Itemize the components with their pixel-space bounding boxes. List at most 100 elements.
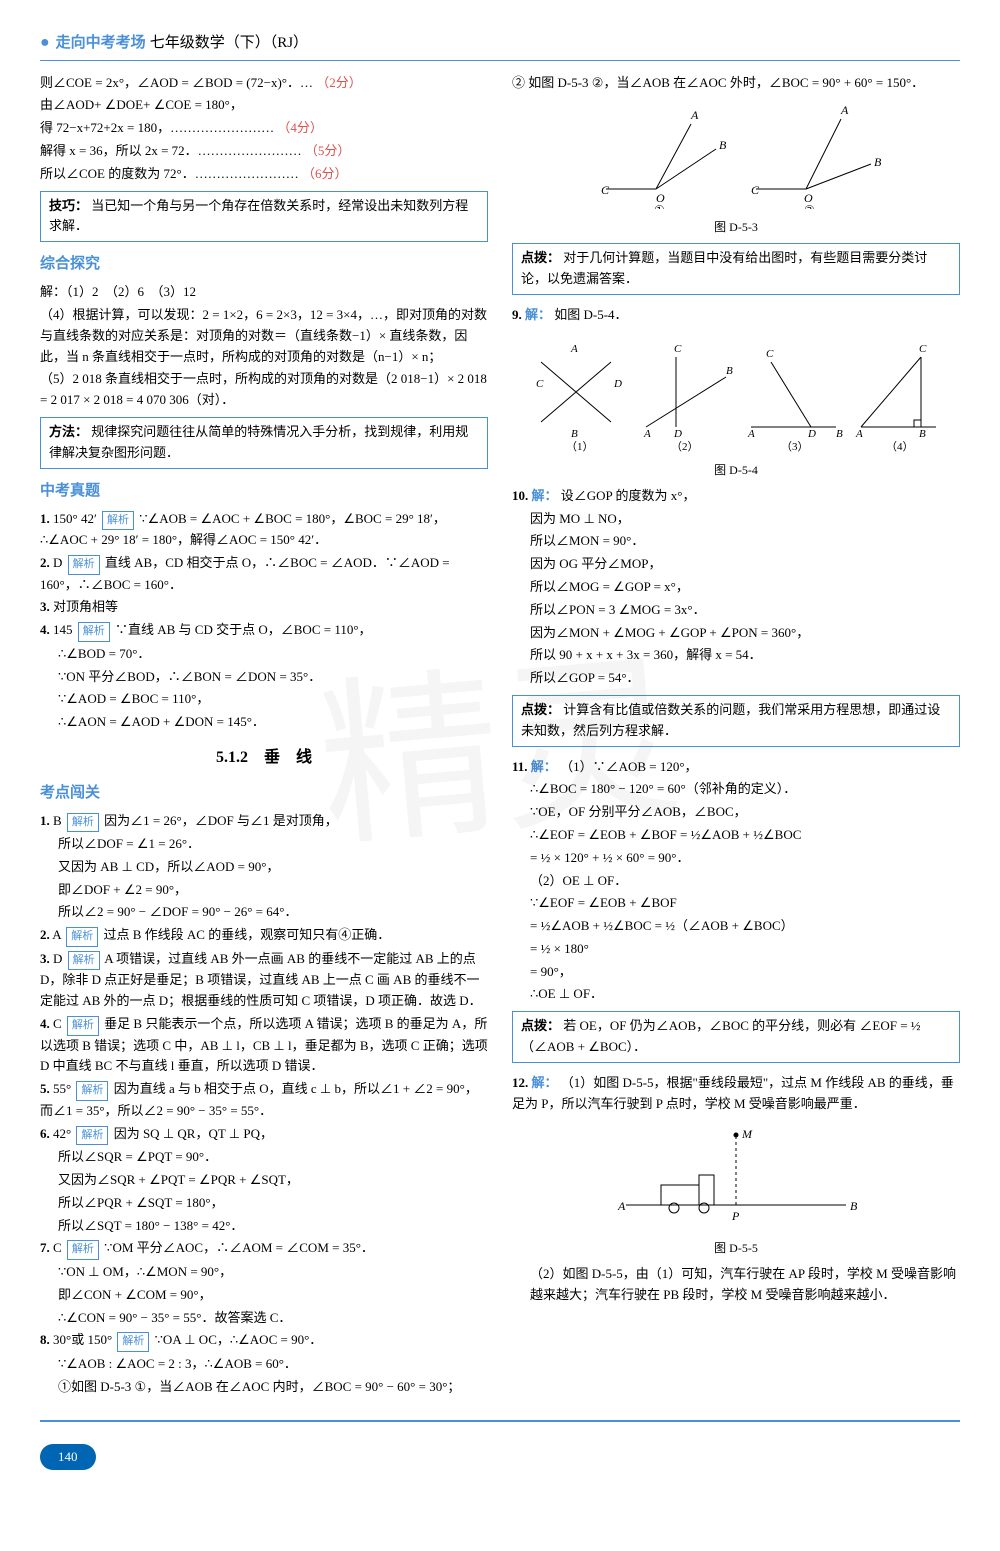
svg-text:（3）: （3）: [781, 440, 809, 452]
svg-text:B: B: [836, 428, 843, 440]
analysis-tag: 解析: [78, 622, 110, 642]
q10-line: 所以∠GOP = 54°．: [512, 668, 960, 689]
kdcg8-line: ①如图 D-5-3 ①，当∠AOB 在∠AOC 内时，∠BOC = 90° − …: [40, 1377, 488, 1398]
tip-text: 规律探究问题往往从简单的特殊情况入手分析，找到规律，利用规律解决复杂图形问题．: [49, 424, 468, 460]
zkzt4-extra: ∴∠BOD = 70°．: [40, 644, 488, 665]
svg-text:B: B: [874, 155, 882, 169]
kdcg7-line: 即∠CON + ∠COM = 90°，: [40, 1285, 488, 1306]
kdcg1-line: 即∠DOF + ∠2 = 90°，: [40, 880, 488, 901]
tip-label: 技巧：: [49, 198, 88, 213]
svg-text:D: D: [673, 428, 682, 440]
svg-text:A: A: [855, 428, 863, 440]
solution-label: 解：: [525, 307, 551, 322]
zkzt-item: 1. 150° 42′ 解析 ∵∠AOB = ∠AOC + ∠BOC = 180…: [40, 509, 488, 551]
intro-line: 得 72−x+72+2x = 180，…………………… （4分）: [40, 118, 488, 139]
kdcg6-line: 所以∠SQT = 180° − 138° = 42°．: [40, 1216, 488, 1237]
svg-text:A: A: [840, 103, 849, 117]
q10: 10. 解： 设∠GOP 的度数为 x°，: [512, 486, 960, 507]
q11-line: （2）OE ⊥ OF．: [512, 871, 960, 892]
zkzt-item: 3. 对顶角相等: [40, 597, 488, 618]
q10-line: 所以 90 + x + x + 3x = 360，解得 x = 54．: [512, 645, 960, 666]
kdcg7-line: ∴∠CON = 90° − 35° = 55°．故答案选 C．: [40, 1308, 488, 1329]
intro-line: 由∠AOD+ ∠DOE+ ∠COE = 180°，: [40, 95, 488, 116]
q10-line: 因为 MO ⊥ NO，: [512, 509, 960, 530]
header-title: 走向中考考场: [56, 31, 146, 55]
tip-box-5: 点拨： 若 OE，OF 仍为∠AOB，∠BOC 的平分线，则必有 ∠EOF = …: [512, 1011, 960, 1063]
svg-text:A: A: [747, 428, 755, 440]
tip-label: 方法：: [49, 424, 88, 439]
left-column: 则∠COE = 2x°，∠AOD = ∠BOD = (72−x)°．… （2分）…: [40, 71, 488, 1400]
header-sub: 七年级数学（下）（RJ）: [150, 31, 308, 55]
bullet-icon: ●: [40, 30, 50, 56]
tip-label: 点拨：: [521, 1018, 560, 1033]
section-zhongkao: 中考真题: [40, 479, 488, 503]
tip-text: 当已知一个角与另一个角存在倍数关系时，经常设出未知数列方程求解．: [49, 198, 468, 234]
q11: 11. 解： （1）∵∠AOB = 120°，: [512, 757, 960, 778]
fig-d-5-3-label: 图 D-5-3: [512, 218, 960, 237]
svg-text:（1）: （1）: [566, 440, 594, 452]
tip-box-3: 点拨： 对于几何计算题，当题目中没有给出图时，有些题目需要分类讨论，以免遗漏答案…: [512, 243, 960, 295]
svg-text:（4）: （4）: [886, 440, 914, 452]
q10-line: 因为 OG 平分∠MOP，: [512, 554, 960, 575]
svg-text:B: B: [726, 365, 733, 377]
analysis-tag: 解析: [117, 1332, 149, 1352]
tip-box-2: 方法： 规律探究问题往往从简单的特殊情况入手分析，找到规律，利用规律解决复杂图形…: [40, 417, 488, 469]
right-column: ② 如图 D-5-3 ②，当∠AOB 在∠AOC 外时，∠BOC = 90° +…: [512, 71, 960, 1400]
q9: 9. 解： 如图 D-5-4．: [512, 305, 960, 326]
zhtk-line: （5）2 018 条直线相交于一点时，所构成的对顶角的对数是（2 018−1）×…: [40, 369, 488, 411]
q12: 12. 解： （1）如图 D-5-5，根据"垂线段最短"，过点 M 作线段 AB…: [512, 1073, 960, 1115]
analysis-tag: 解析: [76, 1126, 108, 1146]
tip-label: 点拨：: [521, 702, 560, 717]
tip-text: 对于几何计算题，当题目中没有给出图时，有些题目需要分类讨论，以免遗漏答案．: [521, 250, 927, 286]
tip-label: 点拨：: [521, 250, 560, 265]
analysis-tag: 解析: [66, 927, 98, 947]
footer: 140: [40, 1420, 960, 1471]
svg-text:C: C: [536, 378, 544, 390]
tip-box-4: 点拨： 计算含有比值或倍数关系的问题，我们常采用方程思想，即通过设未知数，然后列…: [512, 695, 960, 747]
q11-line: ∵OE，OF 分别平分∠AOB，∠BOC，: [512, 802, 960, 823]
kdcg-7: 7. C 解析 ∵OM 平分∠AOC，∴∠AOM = ∠COM = 35°．: [40, 1238, 488, 1260]
analysis-tag: 解析: [67, 813, 99, 833]
figure-d-5-5: M A B P 图 D-5-5: [512, 1120, 960, 1258]
svg-text:C: C: [601, 183, 610, 197]
kdcg-5: 5. 55° 解析 因为直线 a 与 b 相交于点 O，直线 c ⊥ b，所以∠…: [40, 1079, 488, 1121]
zkzt-item: 4. 145 解析 ∵直线 AB 与 CD 交于点 O，∠BOC = 110°，: [40, 620, 488, 642]
svg-text:C: C: [919, 343, 927, 355]
svg-text:②: ②: [804, 203, 815, 209]
tip-box-1: 技巧： 当已知一个角与另一个角存在倍数关系时，经常设出未知数列方程求解．: [40, 191, 488, 243]
kdcg1-line: 所以∠DOF = ∠1 = 26°．: [40, 834, 488, 855]
kdcg-3: 3. D 解析 A 项错误，过直线 AB 外一点画 AB 的垂线不一定能过 AB…: [40, 949, 488, 1012]
zkzt4-extra: ∴∠AON = ∠AOD + ∠DON = 145°．: [40, 712, 488, 733]
svg-text:B: B: [719, 138, 727, 152]
kdcg1-line: 又因为 AB ⊥ CD，所以∠AOD = 90°，: [40, 857, 488, 878]
right-intro: ② 如图 D-5-3 ②，当∠AOB 在∠AOC 外时，∠BOC = 90° +…: [512, 73, 960, 94]
tip-text: 若 OE，OF 仍为∠AOB，∠BOC 的平分线，则必有 ∠EOF = ½（∠A…: [521, 1018, 921, 1054]
q10-line: 所以∠MON = 90°．: [512, 531, 960, 552]
svg-text:A: A: [617, 1199, 626, 1213]
q12-part2: （2）如图 D-5-5，由（1）可知，汽车行驶在 AP 段时，学校 M 受噪音影…: [512, 1264, 960, 1306]
intro-line: 解得 x = 36，所以 2x = 72．…………………… （5分）: [40, 141, 488, 162]
intro-line: 所以∠COE 的度数为 72°．…………………… （6分）: [40, 164, 488, 185]
solution-label: 解：: [531, 759, 557, 774]
solution-label: 解：: [532, 488, 558, 503]
kdcg-1: 1. B 解析 因为∠1 = 26°，∠DOF 与∠1 是对顶角，: [40, 811, 488, 833]
zkzt4-extra: ∵∠AOD = ∠BOC = 110°，: [40, 689, 488, 710]
section-zonghe: 综合探究: [40, 252, 488, 276]
kdcg7-line: ∵ON ⊥ OM，∴∠MON = 90°，: [40, 1262, 488, 1283]
kdcg-2: 2. A 解析 过点 B 作线段 AC 的垂线，观察可知只有④正确．: [40, 925, 488, 947]
q11-line: = ½∠AOB + ½∠BOC = ½（∠AOB + ∠BOC）: [512, 916, 960, 937]
zhtk-line: 解：（1）2 （2）6 （3）12: [40, 282, 488, 303]
analysis-tag: 解析: [68, 555, 100, 575]
kdcg-8: 8. 30°或 150° 解析 ∵OA ⊥ OC，∴∠AOC = 90°．: [40, 1330, 488, 1352]
svg-text:D: D: [613, 378, 622, 390]
svg-text:（2）: （2）: [671, 440, 699, 452]
zkzt-item: 2. D 解析 直线 AB，CD 相交于点 O，∴∠BOC = ∠AOD．∵∠A…: [40, 553, 488, 595]
solution-label: 解：: [532, 1075, 558, 1090]
svg-text:C: C: [674, 343, 682, 355]
kdcg-6: 6. 42° 解析 因为 SQ ⊥ QR，QT ⊥ PQ，: [40, 1124, 488, 1146]
q11-line: ∴OE ⊥ OF．: [512, 984, 960, 1005]
kdcg8-line: ∵∠AOB : ∠AOC = 2 : 3，∴∠AOB = 60°．: [40, 1354, 488, 1375]
q11-line: = ½ × 120° + ½ × 60° = 90°．: [512, 848, 960, 869]
q11-line: = ½ × 180°: [512, 939, 960, 960]
analysis-tag: 解析: [76, 1081, 108, 1101]
